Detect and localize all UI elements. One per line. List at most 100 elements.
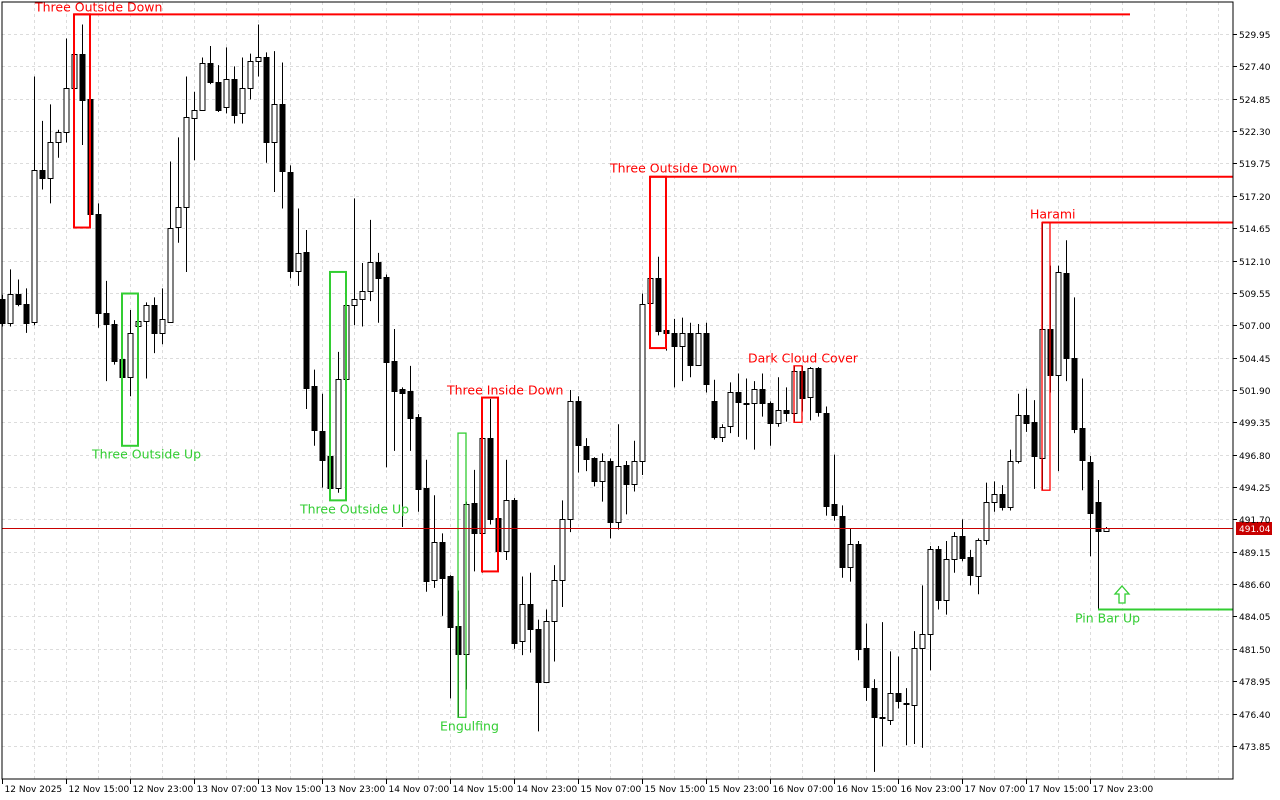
candle-body-bearish xyxy=(1023,415,1030,424)
candle-body-bearish xyxy=(111,324,118,362)
candle-body-bearish xyxy=(263,57,270,143)
candle-body-bullish xyxy=(983,502,990,541)
candle-body-bullish xyxy=(359,291,366,300)
time-tick-label: 14 Nov 15:00 xyxy=(453,785,514,795)
candle-body-bearish xyxy=(903,703,910,705)
price-tick-label: 507.00 xyxy=(1239,322,1271,332)
candle xyxy=(1055,265,1062,472)
patterns: Three Outside Down Three Outside Up Three … xyxy=(34,0,1233,734)
candle-body-bullish xyxy=(247,61,254,89)
time-tick-label: 12 Nov 15:00 xyxy=(69,785,130,795)
candle xyxy=(215,65,222,113)
price-tick-label: 522.30 xyxy=(1239,128,1271,138)
candle-body-bullish xyxy=(367,262,374,292)
price-tick-label: 504.45 xyxy=(1239,355,1271,365)
candle-body-bearish xyxy=(103,313,110,325)
current-price-badge xyxy=(1236,522,1272,535)
candle xyxy=(959,519,966,562)
candle xyxy=(279,62,286,209)
candle-body-bearish xyxy=(1087,462,1094,514)
candle xyxy=(863,623,870,701)
time-tick-label: 16 Nov 23:00 xyxy=(901,785,962,795)
candle xyxy=(775,377,782,427)
candle-body-bearish xyxy=(607,461,614,523)
candle-body-bearish xyxy=(303,252,310,389)
candle xyxy=(903,688,910,746)
candle-body-bullish xyxy=(615,466,622,523)
pattern-box xyxy=(329,270,347,502)
candle-body-bearish xyxy=(311,386,318,431)
candle xyxy=(23,288,30,333)
candle-body-bullish xyxy=(47,142,54,179)
candle xyxy=(183,76,190,272)
candle xyxy=(159,288,166,345)
candle-body-bearish xyxy=(935,549,942,601)
candle-body-bullish xyxy=(223,79,230,108)
candle xyxy=(503,459,510,561)
candle-body-bullish xyxy=(31,170,38,323)
candle xyxy=(671,318,678,388)
candle-body-bearish xyxy=(95,214,102,314)
price-tick-label: 527.40 xyxy=(1239,63,1271,73)
candle-body-bullish xyxy=(55,132,62,143)
grid xyxy=(2,2,1233,779)
pattern-harami: Harami xyxy=(1030,207,1233,491)
candle-body-bearish xyxy=(207,63,214,83)
candle xyxy=(831,454,838,521)
price-tick-label: 499.35 xyxy=(1239,419,1271,429)
candle xyxy=(855,540,862,661)
candle-body-bearish xyxy=(231,79,238,116)
candle xyxy=(607,458,614,539)
candle xyxy=(535,619,542,732)
candle xyxy=(975,538,982,595)
price-tick-label: 484.05 xyxy=(1239,613,1271,623)
candle xyxy=(351,198,358,326)
candle xyxy=(1031,400,1038,489)
candle xyxy=(47,104,54,204)
candle-body-bearish xyxy=(855,544,862,650)
candle-body-bearish xyxy=(423,488,430,582)
candle-body-bullish xyxy=(239,88,246,114)
pattern-dark-cloud-cover: Dark Cloud Cover xyxy=(748,351,859,423)
candle xyxy=(727,382,734,434)
candle-body-bearish xyxy=(439,542,446,579)
candle-body-bullish xyxy=(127,333,134,378)
candle xyxy=(631,440,638,492)
time-tick-label: 17 Nov 15:00 xyxy=(1029,785,1090,795)
candle xyxy=(743,378,750,440)
candle xyxy=(1007,449,1014,511)
candle-body-bullish xyxy=(1055,272,1062,376)
candle xyxy=(423,459,430,592)
candle xyxy=(735,373,742,437)
candle xyxy=(703,322,710,393)
candle xyxy=(823,406,830,516)
candle-body-bullish xyxy=(7,294,14,324)
candle-body-bullish xyxy=(255,57,262,62)
pattern-label: Three Outside Up xyxy=(91,447,201,462)
time-tick-label: 13 Nov 23:00 xyxy=(325,785,386,795)
candle-body-bearish xyxy=(999,494,1006,508)
candle-body-bearish xyxy=(287,172,294,272)
candle xyxy=(1023,388,1030,432)
candle xyxy=(567,389,574,533)
price-tick-label: 478.95 xyxy=(1239,678,1271,688)
candle xyxy=(599,453,606,502)
candle-body-bullish xyxy=(807,368,814,398)
price-tick-label: 517.20 xyxy=(1239,193,1271,203)
pattern-three-inside-down: Three Inside Down xyxy=(446,383,563,573)
candle xyxy=(999,485,1006,511)
candle-body-bearish xyxy=(823,413,830,507)
price-tick-label: 509.55 xyxy=(1239,290,1271,300)
candle-body-bearish xyxy=(575,401,582,446)
candle-body-bearish xyxy=(39,170,46,179)
candle-body-bearish xyxy=(407,391,414,419)
candle-body-bearish xyxy=(1095,502,1102,532)
candle xyxy=(927,546,934,671)
time-tick-label: 15 Nov 23:00 xyxy=(709,785,770,795)
time-tick-label: 17 Nov 07:00 xyxy=(965,785,1026,795)
pattern-three-outside-down: Three Outside Down xyxy=(609,161,1233,350)
candle-body-bullish xyxy=(175,207,182,228)
candle xyxy=(207,46,214,85)
pattern-label: Three Outside Up xyxy=(299,502,409,517)
price-tick-label: 489.15 xyxy=(1239,549,1271,559)
